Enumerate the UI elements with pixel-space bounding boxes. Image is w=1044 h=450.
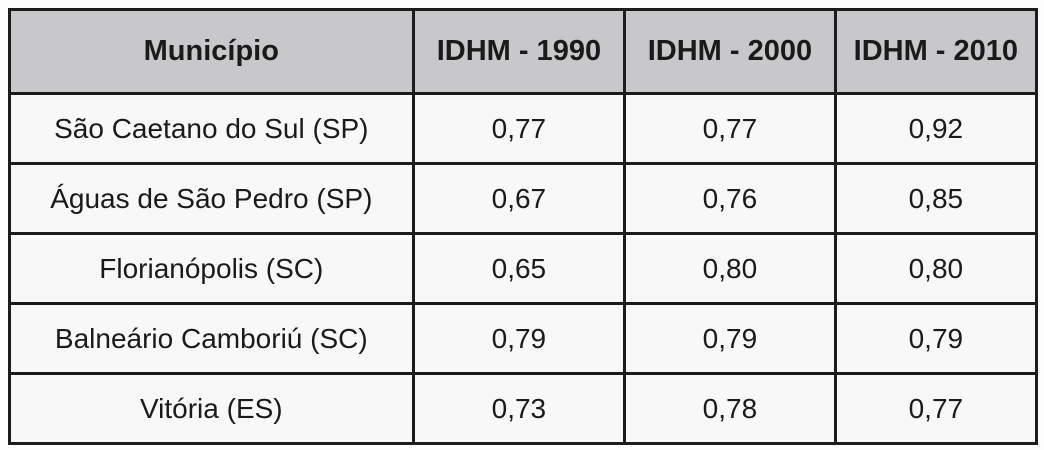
column-header-municipio: Município: [8, 8, 415, 95]
table-row: Águas de São Pedro (SP) 0,67 0,76 0,85: [8, 162, 1039, 235]
idhm-table: Município IDHM - 1990 IDHM - 2000 IDHM -…: [8, 8, 1039, 445]
municipality-name-cell: Vitória (ES): [8, 372, 415, 445]
idhm-1990-value-cell: 0,67: [411, 162, 627, 235]
column-header-idhm-1990: IDHM - 1990: [411, 8, 627, 95]
municipality-name-cell: Florianópolis (SC): [8, 232, 415, 305]
idhm-2000-value-cell: 0,80: [623, 232, 837, 305]
column-header-idhm-2010: IDHM - 2010: [833, 8, 1039, 95]
idhm-2010-value-cell: 0,79: [833, 302, 1039, 375]
idhm-1990-value-cell: 0,79: [411, 302, 627, 375]
idhm-1990-value-cell: 0,65: [411, 232, 627, 305]
table-row: Vitória (ES) 0,73 0,78 0,77: [8, 372, 1039, 445]
idhm-1990-value-cell: 0,73: [411, 372, 627, 445]
idhm-2000-value-cell: 0,78: [623, 372, 837, 445]
header-row: Município IDHM - 1990 IDHM - 2000 IDHM -…: [8, 8, 1039, 95]
municipality-name-cell: São Caetano do Sul (SP): [8, 92, 415, 165]
table-row: São Caetano do Sul (SP) 0,77 0,77 0,92: [8, 92, 1039, 165]
idhm-2010-value-cell: 0,85: [833, 162, 1039, 235]
idhm-2000-value-cell: 0,77: [623, 92, 837, 165]
idhm-2010-value-cell: 0,92: [833, 92, 1039, 165]
table-row: Balneário Camboriú (SC) 0,79 0,79 0,79: [8, 302, 1039, 375]
idhm-2010-value-cell: 0,77: [833, 372, 1039, 445]
idhm-1990-value-cell: 0,77: [411, 92, 627, 165]
municipality-name-cell: Águas de São Pedro (SP): [8, 162, 415, 235]
municipality-name-cell: Balneário Camboriú (SC): [8, 302, 415, 375]
column-header-idhm-2000: IDHM - 2000: [623, 8, 837, 95]
idhm-2000-value-cell: 0,79: [623, 302, 837, 375]
idhm-2000-value-cell: 0,76: [623, 162, 837, 235]
table-row: Florianópolis (SC) 0,65 0,80 0,80: [8, 232, 1039, 305]
idhm-2010-value-cell: 0,80: [833, 232, 1039, 305]
